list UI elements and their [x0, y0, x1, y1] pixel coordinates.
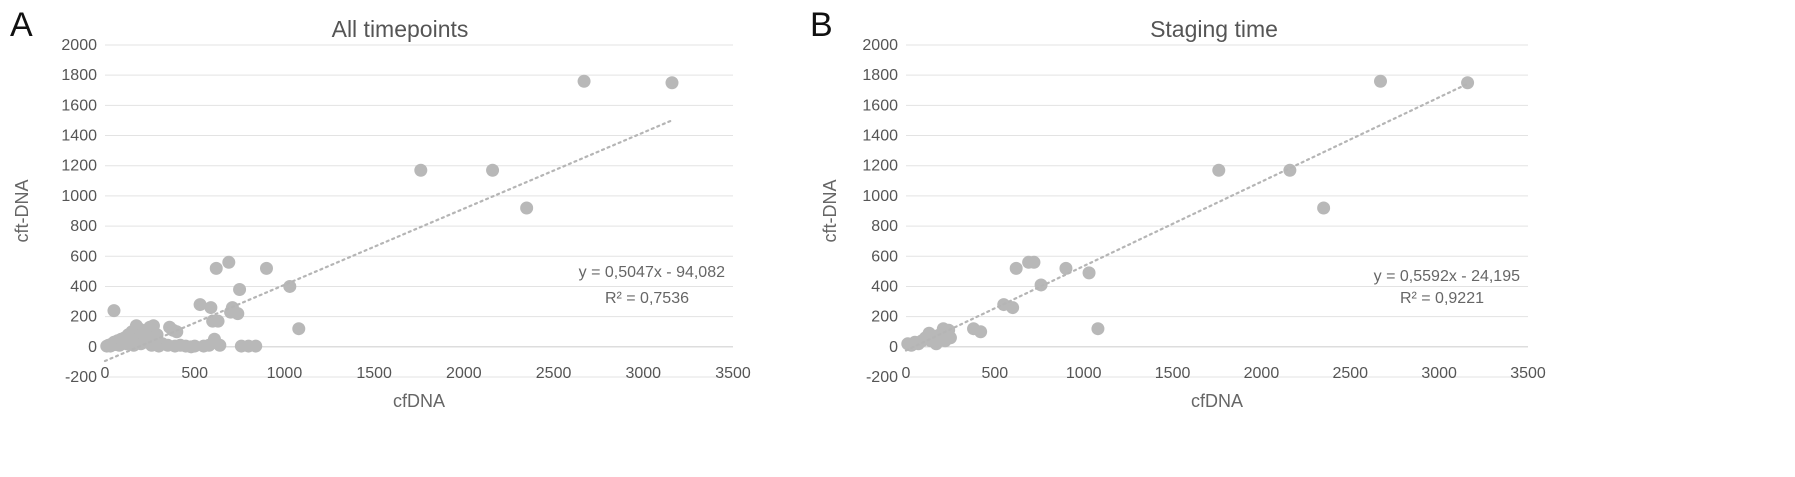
data-point — [1059, 261, 1073, 275]
x-tick-label: 0 — [902, 365, 911, 382]
data-point — [1212, 163, 1226, 177]
data-point — [1006, 301, 1020, 315]
x-tick-label: 2500 — [536, 365, 572, 382]
y-tick-label: 400 — [871, 278, 898, 295]
x-axis-title: cfDNA — [1191, 391, 1243, 411]
trendline-r-squared: R² = 0,7536 — [605, 290, 689, 307]
x-tick-label: 500 — [181, 365, 208, 382]
y-tick-label: 800 — [70, 218, 97, 235]
x-tick-label: 2500 — [1332, 365, 1368, 382]
y-tick-label: 600 — [70, 248, 97, 265]
data-point — [486, 163, 500, 177]
trendline — [103, 119, 672, 363]
y-tick-label: 1800 — [61, 67, 97, 84]
y-tick-label: 1200 — [862, 158, 898, 175]
data-point — [233, 282, 247, 296]
x-tick-label: 1000 — [267, 365, 303, 382]
data-point — [222, 255, 236, 269]
data-point — [1461, 76, 1475, 90]
x-axis-title: cfDNA — [393, 391, 445, 411]
panel-label: A — [10, 6, 33, 44]
y-tick-label: 2000 — [862, 37, 898, 54]
y-axis-title: cft-DNA — [820, 180, 840, 243]
x-tick-label: 3500 — [1510, 365, 1546, 382]
data-point — [249, 339, 263, 353]
y-tick-label: 600 — [871, 248, 898, 265]
y-tick-label: 1000 — [61, 188, 97, 205]
chart-panel-a: -200020040060080010001200140016001800200… — [10, 6, 751, 411]
y-tick-label: 1200 — [61, 158, 97, 175]
y-tick-label: 1800 — [862, 67, 898, 84]
y-tick-label: 1400 — [61, 128, 97, 145]
y-tick-label: 0 — [88, 339, 97, 356]
data-point — [1027, 255, 1041, 269]
trendline-r-squared: R² = 0,9221 — [1400, 290, 1484, 307]
y-axis-title: cft-DNA — [12, 180, 32, 243]
y-tick-label: 1000 — [862, 188, 898, 205]
y-tick-label: 1400 — [862, 128, 898, 145]
y-tick-label: 1600 — [61, 97, 97, 114]
x-tick-label: 3000 — [625, 365, 661, 382]
data-point — [520, 201, 534, 215]
y-tick-label: -200 — [65, 369, 97, 386]
data-point — [1373, 74, 1387, 88]
x-tick-label: 3000 — [1421, 365, 1457, 382]
data-point — [665, 76, 679, 90]
y-tick-label: 1600 — [862, 97, 898, 114]
x-tick-label: 3500 — [715, 365, 751, 382]
chart-panel-b: -200020040060080010001200140016001800200… — [810, 6, 1546, 411]
y-tick-label: 200 — [70, 309, 97, 326]
panel-label: B — [810, 6, 833, 44]
trendline — [904, 83, 1467, 352]
y-tick-label: 200 — [871, 309, 898, 326]
data-point — [943, 331, 957, 345]
data-point — [283, 279, 297, 293]
data-point — [211, 314, 225, 328]
x-tick-label: 1500 — [1155, 365, 1191, 382]
trendline-equation: y = 0,5592x - 24,195 — [1374, 268, 1520, 285]
chart-title: All timepoints — [332, 16, 469, 42]
data-point — [1317, 201, 1331, 215]
data-point — [1009, 261, 1023, 275]
data-point — [193, 298, 207, 312]
data-point — [209, 261, 223, 275]
data-point — [107, 304, 121, 318]
trendline-equation: y = 0,5047x - 94,082 — [579, 264, 725, 281]
y-tick-label: -200 — [866, 369, 898, 386]
data-point — [204, 301, 218, 315]
x-tick-label: 1000 — [1066, 365, 1102, 382]
y-tick-label: 800 — [871, 218, 898, 235]
data-point — [213, 338, 227, 352]
data-point — [1082, 266, 1096, 280]
x-tick-label: 500 — [982, 365, 1009, 382]
data-point — [188, 339, 202, 353]
data-point — [170, 325, 184, 339]
x-tick-label: 2000 — [1244, 365, 1280, 382]
data-point — [259, 261, 273, 275]
data-point — [974, 325, 988, 339]
data-point — [231, 307, 245, 321]
data-point — [292, 322, 306, 336]
x-tick-label: 1500 — [356, 365, 392, 382]
chart-title: Staging time — [1150, 16, 1278, 42]
x-tick-label: 2000 — [446, 365, 482, 382]
y-tick-label: 0 — [889, 339, 898, 356]
data-point — [577, 74, 591, 88]
x-tick-label: 0 — [101, 365, 110, 382]
data-point — [414, 163, 428, 177]
data-point — [1091, 322, 1105, 336]
y-tick-label: 400 — [70, 278, 97, 295]
y-tick-label: 2000 — [61, 37, 97, 54]
